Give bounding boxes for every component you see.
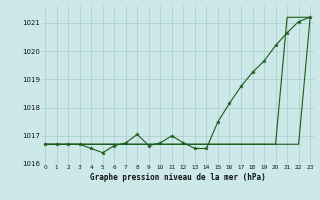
X-axis label: Graphe pression niveau de la mer (hPa): Graphe pression niveau de la mer (hPa) [90, 173, 266, 182]
